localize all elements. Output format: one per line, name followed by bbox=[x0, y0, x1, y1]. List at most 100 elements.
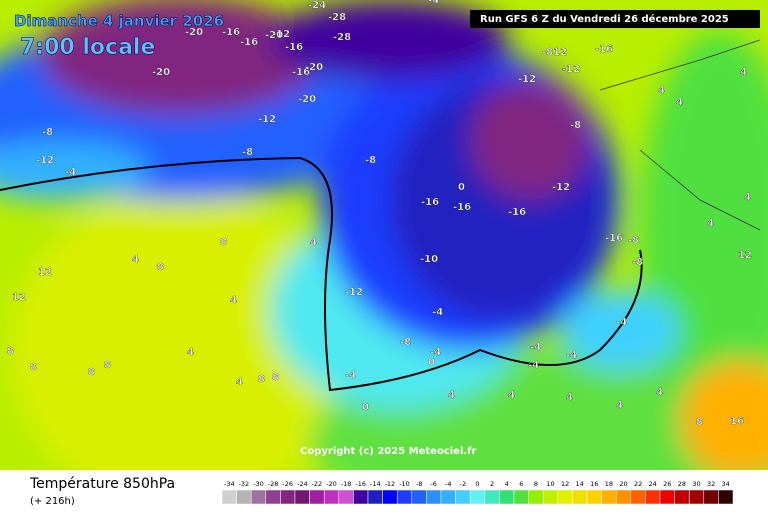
legend-tick: 32 bbox=[707, 480, 715, 488]
map-label: 4 bbox=[132, 254, 139, 265]
map-label: -8 bbox=[570, 120, 581, 131]
map-label: 8 bbox=[696, 417, 703, 428]
legend-tick: -4 bbox=[445, 480, 451, 488]
legend-tick: 2 bbox=[490, 480, 494, 488]
map-label: 12 bbox=[738, 250, 752, 261]
map-label: -12 bbox=[518, 74, 536, 85]
map-label: 0 bbox=[428, 357, 435, 368]
map-label: 8 bbox=[88, 367, 95, 378]
map-label: -16 bbox=[453, 202, 471, 213]
map-label: -812 bbox=[542, 47, 567, 58]
legend-cell bbox=[323, 489, 340, 505]
legend-cell bbox=[528, 489, 544, 505]
lead-time: (+ 216h) bbox=[30, 496, 75, 507]
legend-tick: -26 bbox=[282, 480, 293, 488]
legend-tick: -34 bbox=[224, 480, 235, 488]
map-label: 4 bbox=[566, 392, 573, 403]
legend-cell bbox=[367, 489, 383, 505]
legend-cell bbox=[469, 489, 486, 505]
legend-tick: 12 bbox=[561, 480, 569, 488]
map-label: 4 bbox=[676, 97, 683, 108]
legend-cell bbox=[484, 489, 500, 505]
map-label: 4 bbox=[448, 390, 455, 401]
map-label: 4 bbox=[187, 347, 194, 358]
legend-tick: -12 bbox=[385, 480, 396, 488]
map-label: 4 bbox=[707, 218, 714, 229]
legend-cell bbox=[542, 489, 559, 505]
run-box bbox=[470, 10, 760, 28]
legend-tick: 14 bbox=[576, 480, 584, 488]
legend-cell bbox=[513, 489, 529, 505]
legend-cell bbox=[615, 489, 632, 505]
legend-tick: 10 bbox=[546, 480, 554, 488]
legend-cell bbox=[250, 489, 267, 505]
map-label: -4 bbox=[528, 360, 539, 371]
map-label: -16 bbox=[421, 197, 439, 208]
legend-cell bbox=[265, 489, 281, 505]
map-label: -16 bbox=[605, 233, 623, 244]
legend-cell bbox=[718, 489, 734, 505]
map-label: -4 bbox=[530, 342, 541, 353]
legend-tick: 8 bbox=[534, 480, 538, 488]
legend-cell bbox=[688, 489, 705, 505]
legend-cell bbox=[309, 489, 325, 505]
map-label: -16 bbox=[240, 37, 258, 48]
legend-tick: 20 bbox=[619, 480, 627, 488]
map-label: 4 bbox=[508, 390, 515, 401]
map-label: -12 bbox=[272, 29, 290, 40]
legend-tick: 30 bbox=[692, 480, 700, 488]
map-label: -12 bbox=[345, 287, 363, 298]
legend-cell bbox=[572, 489, 588, 505]
map-label: 8 bbox=[220, 237, 227, 248]
legend-tick: -20 bbox=[326, 480, 337, 488]
legend-tick: 34 bbox=[722, 480, 730, 488]
map-label: -8 bbox=[632, 257, 643, 268]
legend-tick: -16 bbox=[355, 480, 366, 488]
legend-tick: 26 bbox=[663, 480, 671, 488]
map-label: -12 bbox=[258, 114, 276, 125]
map-label: -4 bbox=[65, 167, 76, 178]
legend-tick: -6 bbox=[430, 480, 436, 488]
legend-cell bbox=[382, 489, 398, 505]
time: 7:00 locale bbox=[20, 35, 155, 60]
map-label: -8 bbox=[242, 147, 253, 158]
legend-tick: -28 bbox=[268, 480, 279, 488]
legend-tick: 4 bbox=[505, 480, 509, 488]
legend-tick: -18 bbox=[341, 480, 352, 488]
map-label: 4 bbox=[236, 377, 243, 388]
map-label: -8 bbox=[400, 337, 411, 348]
map-label: -4 bbox=[566, 350, 577, 361]
map-label: -4 bbox=[430, 347, 441, 358]
map-label: -20 bbox=[298, 94, 316, 105]
map-label: -4 bbox=[616, 317, 627, 328]
map-label: -4 bbox=[432, 307, 443, 318]
copyright: Copyright (c) 2025 Meteociel.fr bbox=[300, 446, 477, 457]
legend-cell bbox=[557, 489, 573, 505]
date: Dimanche 4 janvier 2026 bbox=[14, 12, 224, 30]
legend-tick: -14 bbox=[370, 480, 381, 488]
map-label: -16 bbox=[595, 44, 613, 55]
map-label: 4 bbox=[656, 387, 663, 398]
map-label: -20 bbox=[265, 30, 283, 41]
legend-cell bbox=[338, 489, 354, 505]
map-label: 8 bbox=[272, 372, 279, 383]
legend-tick: -32 bbox=[239, 480, 250, 488]
map-label: -16 bbox=[285, 42, 303, 53]
map-label: -20 bbox=[305, 62, 323, 73]
legend-tick: -22 bbox=[312, 480, 323, 488]
map-label: -16 bbox=[508, 207, 526, 218]
map-label: -4 bbox=[345, 370, 356, 381]
map-label: 8 bbox=[157, 262, 164, 273]
map-label: 4 bbox=[744, 192, 751, 203]
legend-cell bbox=[280, 489, 296, 505]
legend-cell bbox=[396, 489, 413, 505]
legend-tick: 6 bbox=[519, 480, 523, 488]
legend-cell bbox=[353, 489, 369, 505]
legend-cell bbox=[703, 489, 719, 505]
map-label: -12 bbox=[36, 155, 54, 166]
map-label: 8 bbox=[7, 346, 14, 357]
map-label: 8 bbox=[258, 374, 265, 385]
map-label: 4 bbox=[310, 237, 317, 248]
